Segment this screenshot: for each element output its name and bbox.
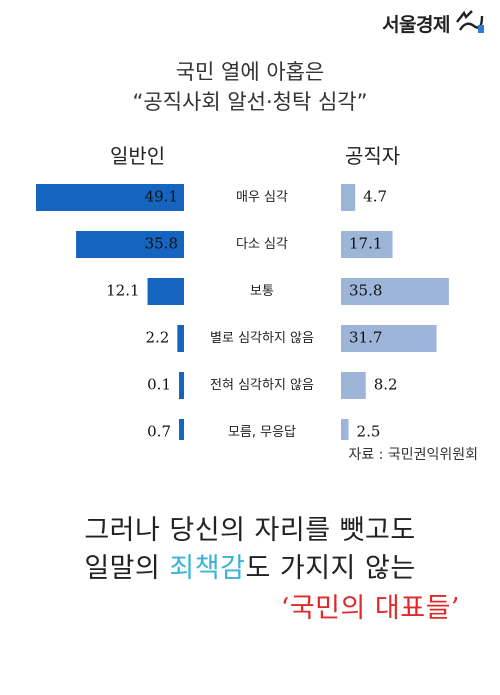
bar-general-0 bbox=[36, 184, 184, 211]
value-label-official-0: 4.7 bbox=[363, 188, 387, 206]
category-label-5: 모름, 무응답 bbox=[228, 425, 296, 440]
bar-general-2 bbox=[147, 278, 184, 305]
bar-official-0 bbox=[341, 184, 356, 211]
chart-title-line1: 국민 열에 아홉은 bbox=[175, 60, 325, 84]
brand: 서울경제 bbox=[382, 8, 486, 38]
category-label-4: 전혀 심각하지 않음 bbox=[210, 378, 314, 393]
bar-official-2 bbox=[341, 278, 449, 305]
bar-official-5 bbox=[341, 419, 349, 440]
brand-name: 서울경제 bbox=[382, 13, 450, 36]
bar-general-5 bbox=[179, 419, 184, 440]
bar-official-4 bbox=[341, 372, 366, 399]
value-label-official-5: 2.5 bbox=[357, 423, 381, 441]
category-label-1: 다소 심각 bbox=[236, 237, 288, 252]
bar-general-4 bbox=[179, 372, 184, 399]
series-header-general: 일반인 bbox=[110, 144, 166, 168]
value-label-general-4: 0.1 bbox=[147, 376, 171, 394]
category-label-2: 보통 bbox=[250, 284, 274, 299]
value-label-general-2: 12.1 bbox=[106, 282, 139, 300]
bar-official-3 bbox=[341, 325, 437, 352]
source-note: 자료 : 국민권익위원회 bbox=[348, 447, 478, 463]
value-label-general-5: 0.7 bbox=[147, 423, 171, 441]
category-label-0: 매우 심각 bbox=[236, 190, 288, 205]
value-label-official-3: 31.7 bbox=[349, 329, 382, 347]
message-line1: 그러나 당신의 자리를 뺏고도 bbox=[84, 515, 416, 546]
message-line2-pre: 일말의 bbox=[84, 553, 170, 584]
diverging-bar-chart: 49.1 4.7 매우 심각 35.8 17.1 다소 심각 12.1 35.8 보통 2.2 31… bbox=[36, 184, 449, 441]
sedaily-mark-icon bbox=[454, 8, 486, 38]
bar-official-1 bbox=[341, 231, 393, 258]
bar-general-1 bbox=[76, 231, 184, 258]
message-line3: ‘국민의 대표들’ bbox=[280, 593, 460, 624]
message-highlight: 죄책감 bbox=[169, 553, 246, 584]
value-label-general-0: 49.1 bbox=[145, 188, 178, 206]
series-header-official: 공직자 bbox=[345, 144, 401, 168]
value-label-general-1: 35.8 bbox=[145, 235, 178, 253]
value-label-official-4: 8.2 bbox=[374, 376, 398, 394]
category-label-3: 별로 심각하지 않음 bbox=[210, 331, 314, 346]
value-label-official-2: 35.8 bbox=[349, 282, 382, 300]
value-label-official-1: 17.1 bbox=[349, 235, 382, 253]
message-line2-post: 도 가지지 않는 bbox=[245, 553, 416, 584]
chart-title-line2: “공직사회 알선·청탁 심각” bbox=[132, 90, 368, 114]
bar-general-3 bbox=[177, 325, 184, 352]
message-line2: 일말의 죄책감도 가지지 않는 bbox=[0, 546, 500, 585]
value-label-general-3: 2.2 bbox=[146, 329, 170, 347]
